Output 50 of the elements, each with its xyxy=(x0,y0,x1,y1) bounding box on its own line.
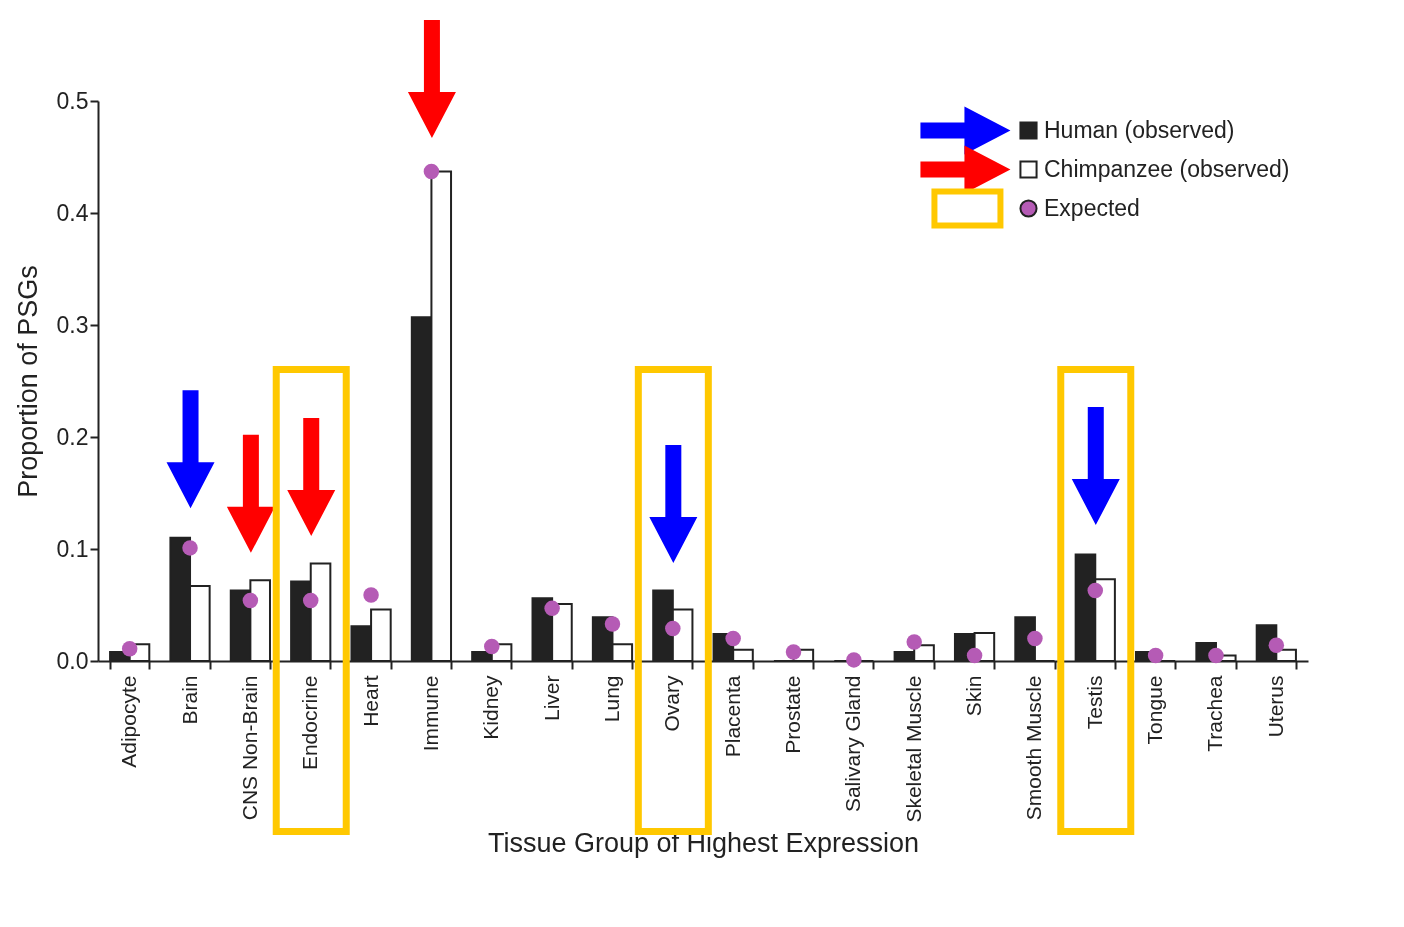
point xyxy=(1087,582,1104,599)
point xyxy=(1208,647,1224,664)
point xyxy=(1027,630,1043,647)
legend-label: Expected xyxy=(1044,194,1140,221)
x-tick-label: Prostate xyxy=(781,675,805,754)
point xyxy=(906,634,922,650)
y-tick-label: 0.3 xyxy=(56,311,89,338)
x-tick-label: Lung xyxy=(599,675,623,723)
point xyxy=(182,540,198,556)
point xyxy=(242,592,259,609)
x-tick-label: Skeletal Muscle xyxy=(901,675,925,823)
point xyxy=(363,587,379,603)
point xyxy=(665,620,681,637)
x-tick-label: Liver xyxy=(539,675,563,722)
point xyxy=(302,592,319,609)
point xyxy=(121,640,138,657)
point xyxy=(544,600,560,617)
x-tick-label: Smooth Muscle xyxy=(1022,675,1046,821)
x-tick-label: Placenta xyxy=(720,675,744,758)
x-tick-label: Uterus xyxy=(1263,675,1287,738)
legend-label: Human (observed) xyxy=(1044,116,1235,143)
x-tick-label: Adipocyte xyxy=(117,675,141,768)
x-tick-label: Testis xyxy=(1082,675,1106,730)
legend-label: Chimpanzee (observed) xyxy=(1044,155,1290,182)
point xyxy=(484,638,500,655)
x-tick-label: Heart xyxy=(358,675,382,727)
x-tick-label: Skin xyxy=(962,675,986,717)
point xyxy=(966,647,983,664)
x-tick-label: Immune xyxy=(418,675,442,752)
x-tick-label: CNS Non-Brain xyxy=(237,675,261,821)
point xyxy=(1147,647,1164,664)
point xyxy=(1268,637,1285,654)
y-tick-label: 0.1 xyxy=(56,535,89,562)
x-tick-label: Endocrine xyxy=(298,675,322,771)
x-tick-label: Trachea xyxy=(1203,675,1227,752)
x-tick-label: Brain xyxy=(177,675,201,725)
point xyxy=(604,616,621,632)
x-tick-label: Ovary xyxy=(660,675,684,732)
x-tick-label: Kidney xyxy=(479,675,503,740)
point xyxy=(785,644,802,660)
x-tick-label: Salivary Gland xyxy=(841,675,865,813)
point xyxy=(423,163,440,180)
point xyxy=(725,630,741,647)
y-tick-label: 0.2 xyxy=(56,423,89,450)
x-tick-label: Tongue xyxy=(1143,675,1167,745)
point xyxy=(846,652,862,668)
y-tick-label: 0.5 xyxy=(56,87,89,114)
y-axis-title: Proportion of PSGs xyxy=(12,265,43,498)
y-tick-label: 0.0 xyxy=(56,647,89,674)
y-tick-label: 0.4 xyxy=(56,199,89,226)
